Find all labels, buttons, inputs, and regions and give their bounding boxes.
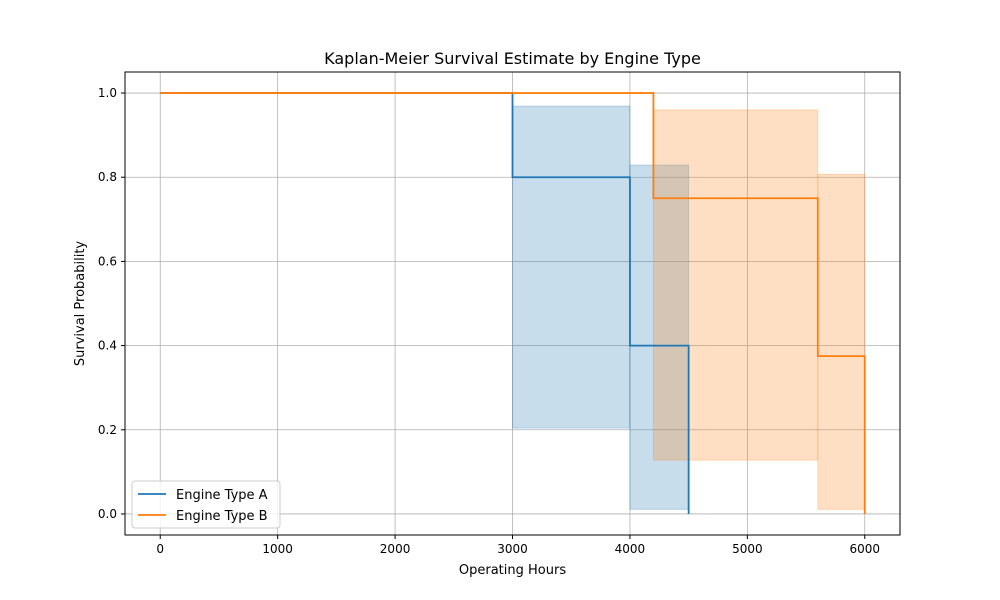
confidence-bands: [512, 105, 866, 510]
engine-type-a-confidence-band: [512, 105, 631, 429]
x-tick-label: 0: [156, 542, 164, 556]
legend-label-engine-type-a: Engine Type A: [176, 488, 268, 503]
survival-lines: [160, 92, 866, 514]
x-tick-label: 2000: [380, 542, 411, 556]
engine-type-b-confidence-band: [817, 173, 866, 510]
legend: Engine Type A Engine Type B: [131, 480, 281, 529]
chart-title: Kaplan-Meier Survival Estimate by Engine…: [324, 49, 701, 68]
x-tick-label: 4000: [615, 542, 646, 556]
x-tick-label: 3000: [497, 542, 528, 556]
axis-ticks: 0 1000 2000 3000 4000 5000 6000 0.0 0.2 0.4 0.6 0.8…: [98, 86, 880, 556]
engine-type-b-confidence-band: [652, 109, 819, 461]
y-tick-label: 0.8: [98, 170, 117, 184]
x-tick-label: 5000: [732, 542, 763, 556]
y-axis-label: Survival Probability: [73, 241, 88, 367]
engine-type-b-survival-line: [160, 92, 866, 514]
legend-box: [131, 480, 281, 529]
y-tick-label: 1.0: [98, 86, 117, 100]
x-axis-label: Operating Hours: [459, 563, 566, 578]
y-tick-label: 0.2: [98, 423, 117, 437]
y-tick-label: 0.6: [98, 254, 117, 268]
engine-type-a-confidence-band: [629, 164, 690, 510]
x-tick-label: 1000: [262, 542, 293, 556]
y-tick-label: 0.4: [98, 339, 117, 353]
x-tick-label: 6000: [849, 542, 880, 556]
legend-label-engine-type-b: Engine Type B: [176, 509, 268, 524]
y-tick-label: 0.0: [98, 507, 117, 521]
